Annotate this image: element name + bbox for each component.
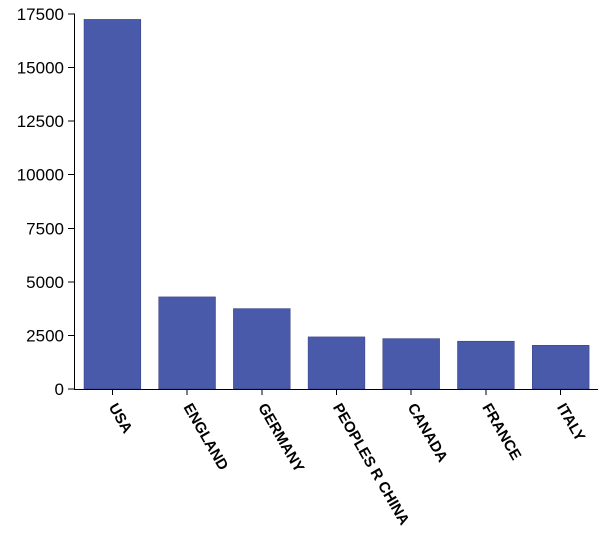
y-tick-label: 17500 xyxy=(17,5,64,24)
bar-germany xyxy=(233,308,291,390)
y-tick-label: 10000 xyxy=(17,166,64,185)
y-tick-label: 7500 xyxy=(26,219,64,238)
x-tick-label: ENGLAND xyxy=(180,401,232,474)
x-tick-label: GERMANY xyxy=(254,401,307,476)
bar-canada xyxy=(382,338,440,390)
bar-peoples-r-china xyxy=(307,336,366,390)
y-tick-label: 15000 xyxy=(17,59,64,78)
x-tick-label: FRANCE xyxy=(478,401,524,464)
x-tick-label: ITALY xyxy=(553,401,588,445)
x-tick-label: USA xyxy=(105,401,136,437)
bar-usa xyxy=(83,19,142,390)
y-tick-label: 0 xyxy=(55,380,64,399)
y-tick-label: 12500 xyxy=(17,112,64,131)
y-tick-label: 5000 xyxy=(26,273,64,292)
bar-series xyxy=(83,19,590,390)
bar-france xyxy=(457,340,515,390)
bar-england xyxy=(158,296,216,390)
y-axis-ticks: 0 2500 5000 7500 10000 12500 15000 17500 xyxy=(17,5,75,399)
y-tick-label: 2500 xyxy=(26,326,64,345)
x-tick-label: CANADA xyxy=(404,401,451,466)
x-tick-label: PEOPLES R CHINA xyxy=(329,401,413,529)
bar-italy xyxy=(532,345,590,390)
